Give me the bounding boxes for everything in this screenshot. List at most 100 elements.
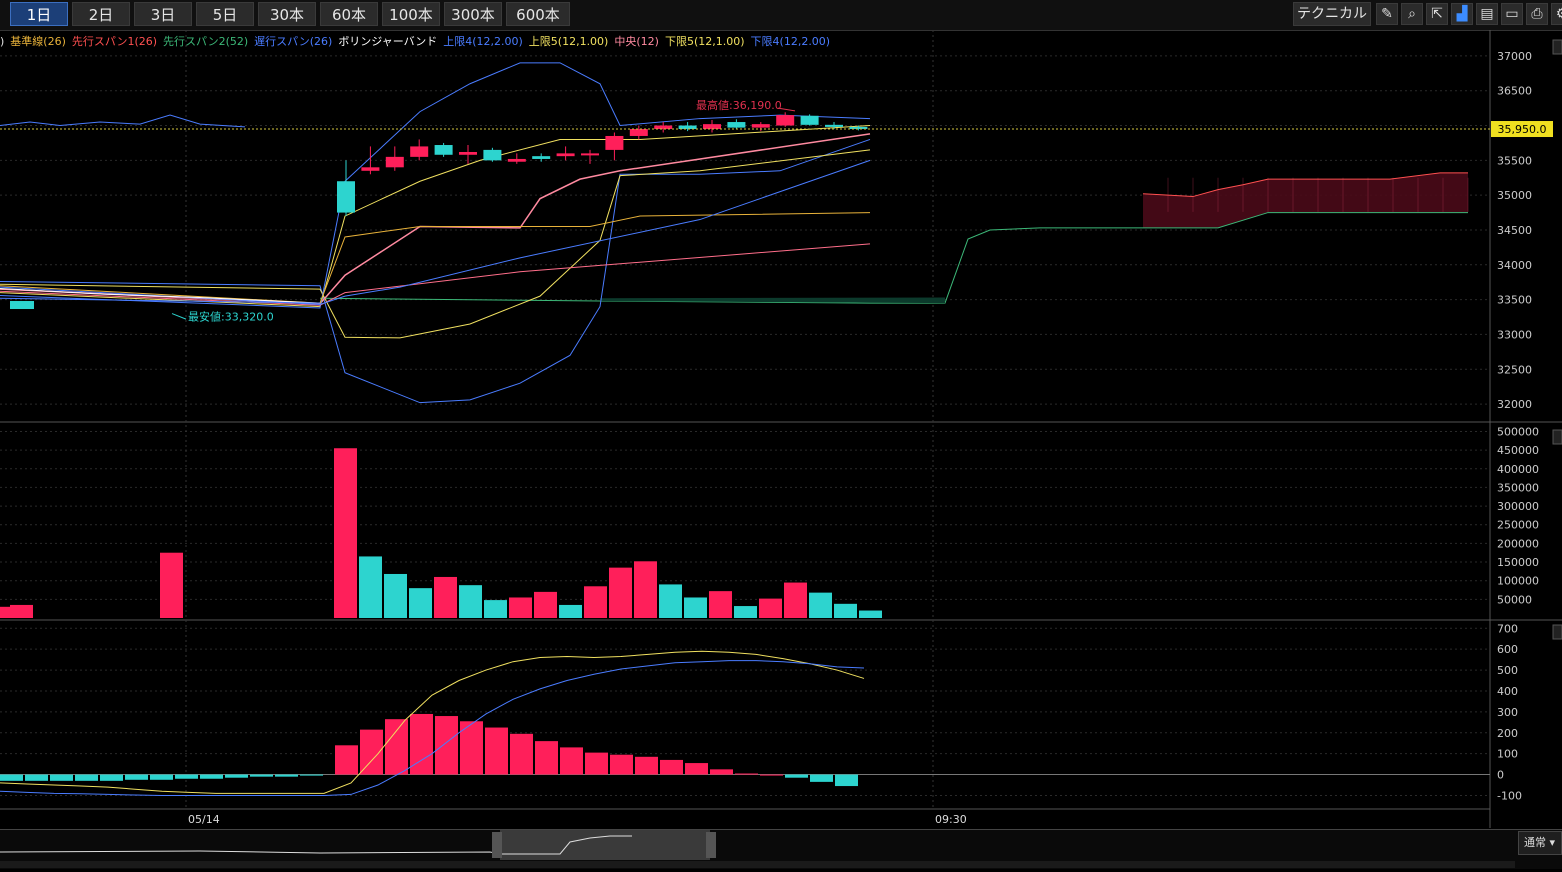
- chart-canvas[interactable]: 3700036500360003550035000345003400033500…: [0, 30, 1562, 828]
- volume-bar: [0, 606, 10, 618]
- low-pointer: [171, 313, 187, 320]
- volume-tick-0: 500000: [1497, 425, 1539, 438]
- volume-bar: [759, 598, 782, 618]
- macd-bar: [335, 745, 358, 775]
- volume-bar: [409, 588, 432, 618]
- legend-item-5: ボリンジャーバンド: [338, 35, 438, 48]
- high-label: 最高値:36,190.0: [696, 98, 782, 112]
- macd-bar: [250, 774, 273, 777]
- volume-bar: [609, 567, 632, 618]
- volume-bar: [509, 597, 532, 618]
- price-tick-4: 35000: [1497, 189, 1532, 202]
- macd-tick-4: 300: [1497, 706, 1518, 719]
- candle: [629, 129, 648, 136]
- price-tick-1: 36500: [1497, 85, 1532, 98]
- macd-tick-8: -100: [1497, 789, 1522, 802]
- candle: [751, 124, 770, 128]
- candle: [337, 181, 355, 213]
- high-pointer: [777, 107, 796, 112]
- candle: [556, 153, 575, 157]
- volume-bar: [709, 591, 732, 618]
- legend-item-6: 上限4(12,2.00): [443, 35, 523, 48]
- pre-line-2: [0, 297, 321, 304]
- volume-bar: [834, 603, 857, 618]
- time-label-0: 05/14: [188, 813, 220, 826]
- bb-lower-1: [0, 149, 871, 339]
- macd-bar: [410, 713, 433, 775]
- volume-bar: [809, 592, 832, 618]
- macd-bar: [25, 774, 48, 781]
- macd-bar: [710, 769, 733, 775]
- legend-item-8: 中央(12): [614, 35, 659, 48]
- price-tick-8: 33000: [1497, 328, 1532, 341]
- timeframe-button-8[interactable]: 600本: [506, 2, 570, 26]
- span2-line: [319, 212, 1468, 304]
- candle: [849, 126, 868, 130]
- technical-button[interactable]: テクニカル: [1293, 2, 1371, 26]
- macd-bar: [125, 774, 148, 780]
- candle: [605, 135, 624, 150]
- low-label: 最安値:33,320.0: [188, 310, 274, 324]
- macd-bar: [560, 747, 583, 775]
- navigator-chart[interactable]: [0, 830, 1515, 868]
- macd-bar: [275, 774, 298, 777]
- timeframe-button-2[interactable]: 3日: [134, 2, 192, 26]
- timeframe-button-1[interactable]: 2日: [72, 2, 130, 26]
- macd-bar: [0, 774, 23, 781]
- macd-bar: [785, 774, 808, 778]
- price-tick-0: 37000: [1497, 50, 1532, 63]
- macd-bar: [585, 752, 608, 775]
- macd-bar: [510, 733, 533, 775]
- legend-item-3: 先行スパン2(52): [163, 35, 249, 48]
- candle: [654, 125, 673, 130]
- macd-bar: [810, 774, 833, 782]
- macd-bar: [200, 774, 223, 779]
- volume-tick-4: 300000: [1497, 500, 1539, 513]
- macd-tick-0: 700: [1497, 622, 1518, 635]
- candle: [727, 122, 746, 128]
- price-tick-10: 32000: [1497, 398, 1532, 411]
- settings-icon[interactable]: ⚙: [1551, 3, 1562, 25]
- candle: [800, 115, 819, 125]
- macd-bar: [835, 774, 858, 787]
- price-tick-6: 34000: [1497, 259, 1532, 272]
- tenkan-line: [0, 243, 871, 306]
- timeframe-button-6[interactable]: 100本: [382, 2, 440, 26]
- folder-icon[interactable]: ▭: [1501, 3, 1523, 25]
- mode-select[interactable]: 通常 ▾: [1518, 831, 1562, 855]
- indicator-legend: ) 基準線(26) 先行スパン1(26) 先行スパン2(52) 遅行スパン(26) ボリン…: [0, 33, 836, 49]
- chart-type-icon[interactable]: ▟: [1451, 3, 1473, 25]
- timeframe-button-4[interactable]: 30本: [258, 2, 316, 26]
- navigator-bar[interactable]: [0, 829, 1562, 869]
- current-price-badge: [1491, 121, 1553, 138]
- macd-bar: [75, 774, 98, 781]
- print-icon[interactable]: ⎙: [1526, 3, 1548, 25]
- volume-bar: [459, 585, 482, 618]
- volume-bar: [559, 604, 582, 618]
- timeframe-button-3[interactable]: 5日: [196, 2, 254, 26]
- macd-tick-2: 500: [1497, 664, 1518, 677]
- legend-item-10: 下限4(12,2.00): [750, 35, 831, 48]
- volume-bar: [684, 597, 707, 618]
- candle: [703, 124, 721, 130]
- candle: [825, 124, 843, 127]
- macd-bar: [360, 729, 383, 775]
- chart-out-icon[interactable]: ⇱: [1426, 3, 1448, 25]
- volume-bar: [734, 606, 757, 618]
- volume-close-icon: [1552, 429, 1562, 445]
- zoom-icon[interactable]: ⌕: [1401, 3, 1423, 25]
- timeframe-button-0[interactable]: 1日: [10, 2, 68, 26]
- volume-tick-3: 350000: [1497, 481, 1539, 494]
- macd-bar: [385, 719, 408, 775]
- legend-item-0: ): [0, 35, 5, 48]
- macd-bar: [535, 741, 558, 775]
- save-icon[interactable]: ▤: [1476, 3, 1498, 25]
- timeframe-button-7[interactable]: 300本: [444, 2, 502, 26]
- price-tick-3: 35500: [1497, 154, 1532, 167]
- pencil-icon[interactable]: ✎: [1376, 3, 1398, 25]
- time-label-1: 09:30: [935, 813, 967, 826]
- timeframe-button-5[interactable]: 60本: [320, 2, 378, 26]
- volume-tick-1: 450000: [1497, 444, 1539, 457]
- volume-bar: [334, 448, 357, 618]
- macd-bar: [635, 756, 658, 775]
